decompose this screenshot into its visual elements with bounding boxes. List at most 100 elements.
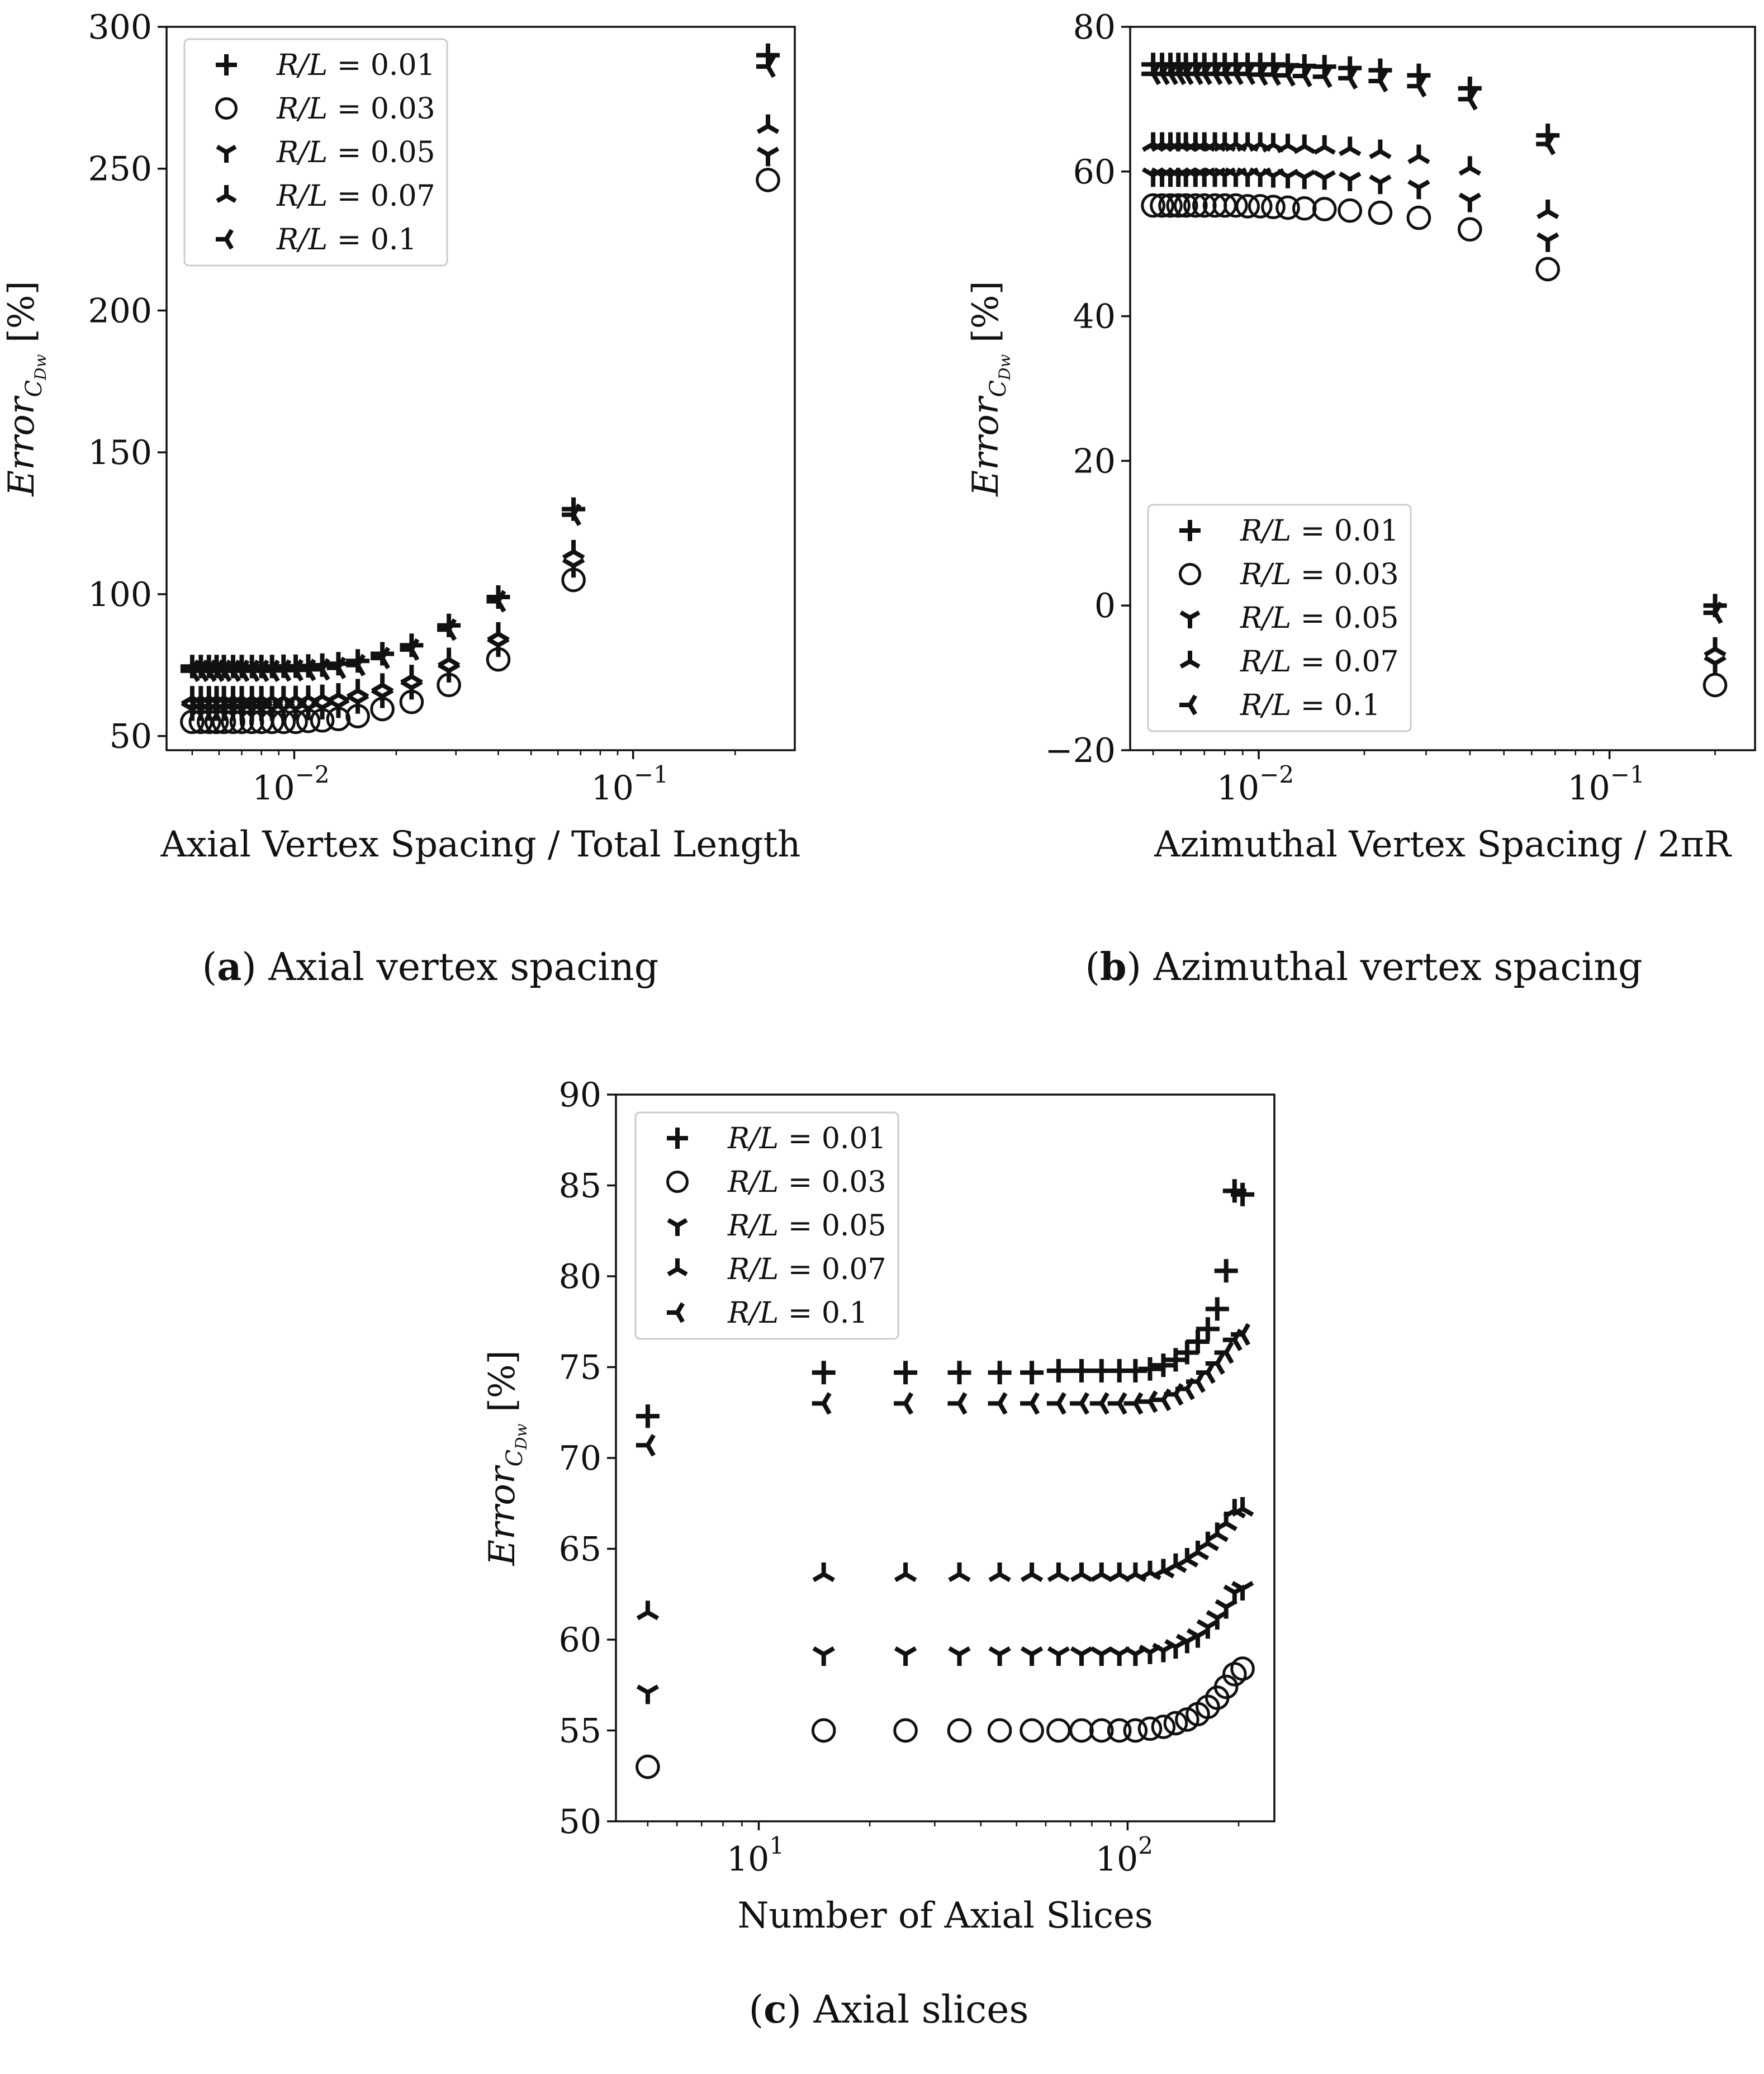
data-point [437,618,457,641]
data-point [1205,1352,1225,1375]
data-point [1248,63,1268,86]
y-tick-label: 50 [110,717,152,756]
legend-marker [1179,520,1201,541]
data-point [1261,195,1286,220]
data-point [1213,1674,1239,1699]
legend-marker [667,1258,688,1276]
data-point [346,679,369,699]
y-tick-label: 150 [88,433,152,472]
data-point [1458,88,1478,111]
data-point [894,1361,918,1385]
legend-label: R/L = 0.01 [276,49,435,82]
data-point [437,647,461,667]
data-point [1138,1390,1158,1413]
x-axis-label: Azimuthal Vertex Spacing / 2πR [1154,824,1732,865]
data-point [1339,136,1362,157]
legend-label: R/L = 0.03 [276,92,435,126]
legend-frame [634,1111,899,1340]
series-tri_up [1141,132,1727,657]
series-tri_left [1141,62,1723,624]
data-point [947,1718,972,1743]
x-tick-label: 10−2 [252,761,329,808]
y-tick-label: 300 [88,8,152,47]
data-point [1458,156,1481,176]
data-point [326,656,347,679]
y-tick-label: 200 [88,291,152,330]
data-point [1151,1715,1176,1739]
data-point [1338,67,1358,90]
data-point [562,558,585,578]
series-tri_up [181,114,780,706]
data-point [988,1392,1008,1415]
legend-marker [1179,651,1201,669]
data-point [1224,193,1248,218]
legend-label: R/L = 0.07 [276,179,435,213]
data-point [1231,1323,1251,1346]
data-point [1537,232,1559,252]
data-point [812,1646,835,1666]
data-point [1313,170,1336,190]
caption-a: (a) Axial vertex spacing [202,945,659,989]
data-point [1704,637,1727,657]
legend-label: R/L = 0.1 [1240,689,1381,722]
data-point [1069,1718,1094,1743]
legend-marker [215,97,238,120]
data-point [1293,134,1316,154]
y-tick-label: 60 [1073,153,1116,192]
data-point [1292,64,1312,88]
data-point [894,1646,917,1666]
x-tick-label: 10−1 [591,761,668,808]
y-axis-label: ErrorCDw [%] [965,281,1014,496]
legend-label: R/L = 0.03 [1240,558,1399,591]
data-point [1703,601,1723,624]
y-tick-label: 65 [559,1530,601,1569]
data-point [562,539,585,560]
data-point [812,1361,836,1385]
y-axis-label: ErrorCDw [%] [482,1350,530,1566]
legend-marker [667,1218,688,1236]
x-axis-label: Axial Vertex Spacing / Total Length [160,824,801,865]
data-point [1262,63,1281,86]
data-point [371,646,391,670]
plot-frame [165,26,796,751]
y-tick-label: 40 [1073,297,1116,337]
data-point [1535,257,1561,282]
legend: R/L = 0.01 R/L = 0.03 R/L = 0.05 R/L = 0.07… [1147,504,1412,732]
y-tick-label: 85 [559,1167,601,1206]
legend-marker [216,145,237,163]
data-point [988,1361,1012,1385]
data-point [1458,192,1481,212]
y-axis-label: ErrorCDw [%] [1,281,50,496]
data-point [1186,1541,1210,1560]
data-point [1046,1392,1066,1415]
y-tick-label: 20 [1073,442,1116,481]
series-tri_left [180,55,776,683]
y-tick-label: 80 [1073,8,1116,47]
data-point [1070,1646,1093,1666]
data-point [1214,1341,1234,1364]
data-point [1070,1359,1093,1382]
data-point [1407,74,1427,98]
data-point [487,622,510,642]
data-point [1368,69,1388,93]
data-point [1186,1330,1210,1353]
data-point [1173,193,1198,218]
legend: R/L = 0.01 R/L = 0.03 R/L = 0.05 R/L = 0.07… [183,38,448,267]
y-tick-label: 50 [559,1802,601,1841]
data-point [1339,172,1362,191]
legend-label: R/L = 0.01 [727,1122,886,1156]
data-point [1312,197,1337,221]
data-point [1214,1259,1238,1283]
data-point [1276,64,1296,87]
data-point [1070,1392,1089,1415]
legend-marker [666,1171,689,1193]
series-tri_down [1141,167,1727,675]
data-point [296,659,316,681]
data-point [1020,1562,1044,1582]
data-point [1231,1497,1254,1517]
data-point [1141,193,1165,218]
data-point [987,1718,1012,1743]
data-point [400,665,423,685]
data-point [1407,179,1430,200]
